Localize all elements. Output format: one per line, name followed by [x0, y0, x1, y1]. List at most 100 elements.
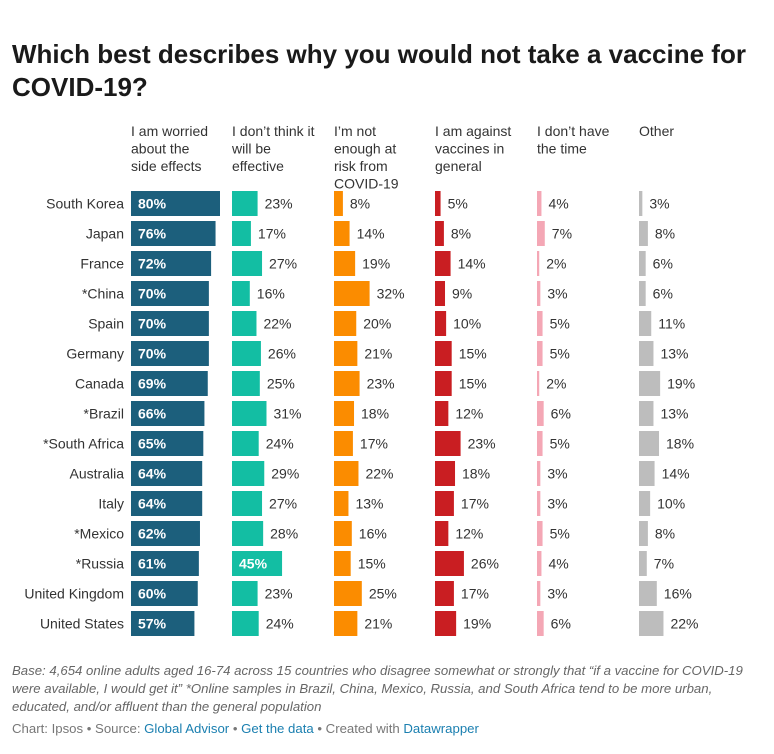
- data-label: 19%: [463, 616, 491, 632]
- chart-notes: Base: 4,654 online adults aged 16-74 acr…: [12, 663, 743, 714]
- data-label: 16%: [257, 286, 285, 302]
- bar: [334, 491, 349, 516]
- bar: [334, 461, 359, 486]
- data-label: 18%: [462, 466, 490, 482]
- bar: [537, 221, 545, 246]
- data-label: 15%: [358, 556, 386, 572]
- bar: [537, 551, 542, 576]
- data-label: 3%: [547, 466, 567, 482]
- column-header: Other: [639, 123, 674, 139]
- data-label: 23%: [265, 586, 293, 602]
- data-label: 61%: [138, 556, 167, 572]
- data-label: 18%: [361, 406, 389, 422]
- data-label: 72%: [138, 256, 167, 272]
- bar: [435, 311, 447, 336]
- bar: [232, 311, 257, 336]
- data-label: 23%: [468, 436, 496, 452]
- source-link[interactable]: Global Advisor: [144, 721, 230, 736]
- bar: [232, 191, 258, 216]
- data-label: 13%: [660, 406, 688, 422]
- data-label: 19%: [667, 376, 695, 392]
- bar: [131, 491, 203, 516]
- data-label: 12%: [455, 406, 483, 422]
- data-label: 5%: [550, 436, 570, 452]
- data-label: 60%: [138, 586, 167, 602]
- data-label: 14%: [662, 466, 690, 482]
- data-label: 6%: [653, 256, 673, 272]
- data-label: 5%: [550, 316, 570, 332]
- bar: [435, 611, 457, 636]
- bar: [334, 431, 353, 456]
- bar: [639, 401, 654, 426]
- bar: [435, 191, 441, 216]
- bar: [334, 371, 360, 396]
- data-label: 8%: [655, 226, 675, 242]
- data-label: 11%: [658, 316, 685, 332]
- bar: [334, 611, 358, 636]
- data-label: 4%: [548, 556, 568, 572]
- bar: [435, 581, 454, 606]
- data-label: 22%: [263, 316, 291, 332]
- data-label: 25%: [369, 586, 397, 602]
- bar: [435, 221, 444, 246]
- data-label: 65%: [138, 436, 167, 452]
- data-label: 17%: [258, 226, 286, 242]
- data-label: 80%: [138, 196, 167, 212]
- datawrapper-link[interactable]: Datawrapper: [403, 721, 479, 736]
- column-header: I’m not enough at risk from COVID-19: [334, 123, 399, 192]
- country-label: South Korea: [46, 196, 124, 212]
- bar: [334, 521, 352, 546]
- bar: [232, 461, 265, 486]
- bar: [639, 281, 646, 306]
- bar: [232, 551, 283, 576]
- data-label: 7%: [654, 556, 674, 572]
- data-label: 5%: [550, 346, 570, 362]
- footer-separator: •: [229, 721, 242, 736]
- bar: [131, 551, 199, 576]
- bar: [435, 341, 452, 366]
- country-label: *Mexico: [74, 526, 124, 542]
- data-label: 10%: [657, 496, 685, 512]
- bar: [131, 581, 198, 606]
- data-label: 27%: [269, 496, 297, 512]
- country-label: Germany: [66, 346, 124, 362]
- bar: [131, 431, 204, 456]
- bar: [435, 281, 446, 306]
- get-data-link[interactable]: Get the data: [241, 721, 314, 736]
- data-label: 10%: [453, 316, 481, 332]
- bar: [334, 581, 362, 606]
- bar: [639, 491, 651, 516]
- data-label: 13%: [355, 496, 383, 512]
- bar: [435, 431, 461, 456]
- data-label: 3%: [547, 286, 567, 302]
- data-label: 70%: [138, 316, 167, 332]
- data-label: 24%: [266, 616, 294, 632]
- bar: [334, 311, 357, 336]
- bar: [435, 551, 464, 576]
- bar: [639, 221, 648, 246]
- bar: [334, 401, 355, 426]
- chart-title: Which best describes why you would not t…: [12, 39, 746, 102]
- data-label: 66%: [138, 406, 167, 422]
- column-header: I don’t think it will be effective: [231, 123, 315, 174]
- data-label: 3%: [649, 196, 669, 212]
- bar: [639, 551, 647, 576]
- data-label: 64%: [138, 496, 167, 512]
- data-label: 5%: [550, 526, 570, 542]
- bar: [435, 251, 451, 276]
- bar: [537, 431, 543, 456]
- bar: [639, 311, 652, 336]
- bar: [639, 371, 661, 396]
- country-label: *Russia: [76, 556, 124, 572]
- data-label: 20%: [363, 316, 391, 332]
- data-label: 19%: [362, 256, 390, 272]
- bar: [537, 491, 541, 516]
- data-label: 18%: [666, 436, 694, 452]
- column-header: I am against vaccines in general: [435, 123, 511, 174]
- data-label: 5%: [448, 196, 468, 212]
- data-label: 76%: [138, 226, 167, 242]
- bar: [639, 191, 643, 216]
- data-label: 57%: [138, 616, 167, 632]
- data-label: 23%: [265, 196, 293, 212]
- data-label: 16%: [664, 586, 692, 602]
